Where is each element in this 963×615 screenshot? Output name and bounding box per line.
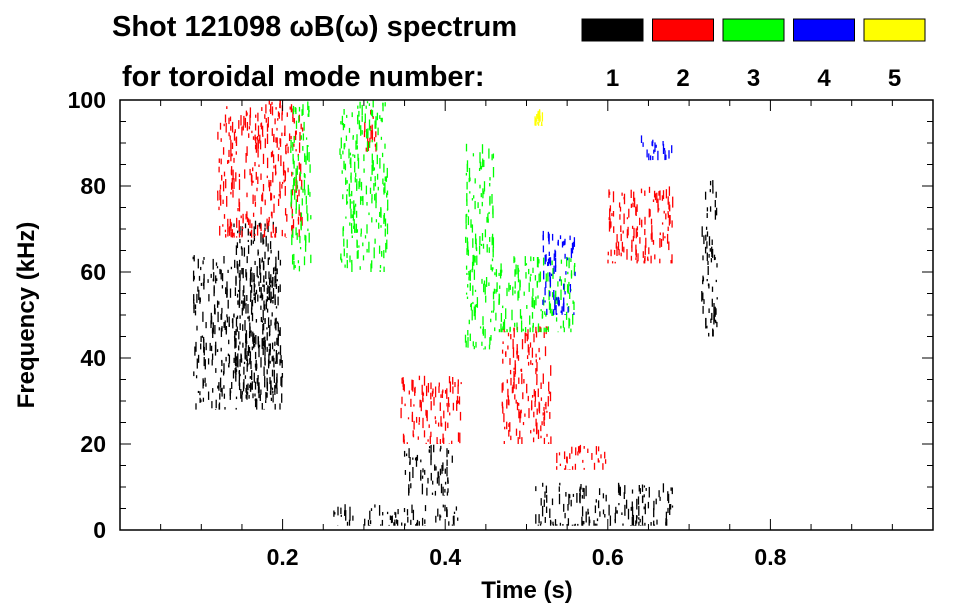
mode-4-region (640, 135, 673, 161)
legend-label-3: 3 (747, 65, 760, 92)
mode-2-region (400, 375, 462, 444)
y-tick-label: 0 (93, 517, 106, 543)
x-tick-label: 0.2 (267, 544, 299, 570)
legend-swatch-5 (863, 18, 926, 42)
mode-1-region (333, 504, 459, 526)
mode-1-region (233, 220, 280, 401)
mode-2-region (501, 324, 552, 444)
y-tick-label: 100 (68, 87, 106, 113)
plot-area (192, 100, 718, 526)
y-tick-label: 60 (80, 259, 106, 285)
mode-1-region (403, 444, 453, 496)
mode-1-region (535, 482, 674, 526)
x-axis-label: Time (s) (481, 577, 573, 604)
y-tick-label: 40 (80, 345, 106, 371)
mode-3-region (464, 143, 495, 350)
legend-swatch-1 (581, 18, 644, 42)
chart-subtitle: for toroidal mode number: (122, 61, 485, 93)
legend-swatch-3 (722, 18, 785, 42)
mode-3-region (339, 100, 389, 272)
legend-swatch-2 (652, 18, 714, 42)
x-tick-label: 0.4 (429, 544, 461, 570)
y-tick-label: 80 (80, 173, 106, 199)
x-tick-label: 0.6 (592, 544, 624, 570)
mode-5-region (534, 109, 544, 126)
mode-2-region (607, 186, 674, 264)
mode-4-region (542, 230, 576, 315)
legend-label-2: 2 (676, 65, 689, 92)
x-tick-label: 0.8 (754, 544, 786, 570)
mode-3-region (493, 256, 576, 333)
y-axis-label: Frequency (kHz) (13, 222, 40, 409)
legend-label-4: 4 (817, 65, 831, 92)
legend-label-1: 1 (606, 65, 619, 92)
chart-title: Shot 121098 ωB(ω) spectrum (112, 11, 517, 43)
mode-2-region (556, 444, 607, 470)
legend-label-5: 5 (888, 65, 901, 92)
legend-swatch-4 (793, 18, 855, 42)
y-tick-label: 20 (80, 431, 106, 457)
mode-3-region (290, 101, 312, 272)
mode-1-region (701, 180, 718, 337)
axes: 0.2 0.4 0.6 0.8 0 20 40 60 80 100 (68, 87, 933, 570)
mode-2-region (217, 100, 304, 238)
legend: 1 2 3 4 5 (581, 18, 926, 92)
